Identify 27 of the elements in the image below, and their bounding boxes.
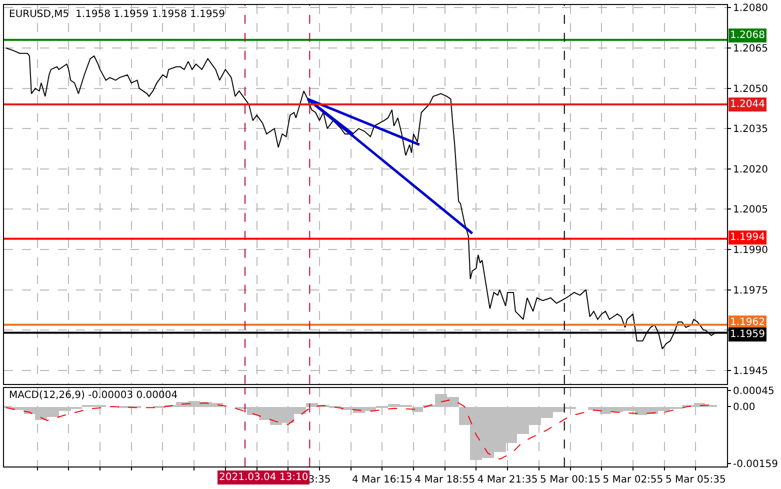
x-tick-label: 4 Mar 18:55 (414, 474, 476, 486)
x-tick-label: 5 Mar 00:15 (540, 474, 600, 486)
y-tick-label: 1.2065 (733, 43, 768, 54)
chart-title: EURUSD,M5 1.1958 1.1959 1.1958 1.1959 (9, 9, 225, 20)
ref-line-label: 1.2044 (730, 99, 765, 110)
x-tick-label: 4 Mar 21:35 (477, 474, 538, 486)
ref-line-label: 1.1959 (730, 329, 765, 340)
y-tick-label: 1.2020 (733, 164, 768, 176)
ref-line-label: 2021.03.04 13:10 (219, 472, 308, 483)
ref-line-label: 1.1962 (730, 317, 765, 328)
y-tick-label: 1.2035 (733, 124, 768, 136)
y-tick-label: 0.00045 (733, 386, 774, 397)
x-tick-label: 5 Mar 05:35 (665, 474, 726, 486)
y-tick-label: 1.2080 (733, 3, 768, 14)
y-tick-label: 0.00 (733, 402, 756, 414)
y-tick-label: 1.1975 (733, 285, 768, 296)
ref-line-label: 1.2068 (730, 30, 765, 41)
x-tick-label: 4 Mar 16:15 (352, 474, 412, 486)
ref-line-label: 1.1994 (730, 232, 765, 243)
x-tick-label: 3:35 (308, 474, 331, 486)
y-tick-label: -0.00159 (733, 458, 778, 470)
chart-title: MACD(12,26,9) -0.00003 0.00004 (9, 390, 178, 401)
y-tick-label: 1.2005 (733, 204, 768, 216)
x-tick-label: 5 Mar 02:55 (602, 474, 664, 486)
y-tick-label: 1.1945 (733, 366, 768, 377)
y-tick-label: 1.2050 (733, 84, 768, 95)
y-tick-label: 1.1990 (733, 245, 768, 256)
